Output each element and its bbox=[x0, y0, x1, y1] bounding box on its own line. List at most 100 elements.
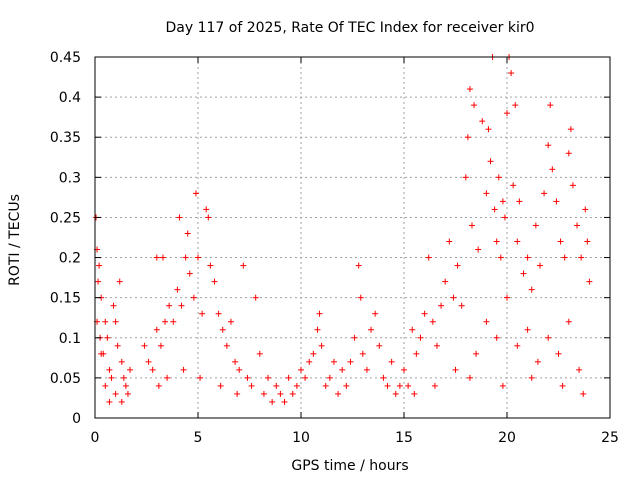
data-point bbox=[429, 318, 436, 325]
data-point bbox=[178, 302, 185, 309]
data-point bbox=[157, 342, 164, 349]
data-point bbox=[501, 214, 508, 221]
data-point bbox=[565, 150, 572, 157]
data-point bbox=[524, 326, 531, 333]
data-point bbox=[534, 358, 541, 365]
data-point bbox=[102, 382, 109, 389]
data-point bbox=[170, 318, 177, 325]
data-point bbox=[174, 286, 181, 293]
data-point bbox=[98, 350, 105, 357]
data-point bbox=[112, 390, 119, 397]
data-point bbox=[473, 350, 480, 357]
y-tick-label: 0.4 bbox=[59, 90, 81, 106]
data-point bbox=[380, 374, 387, 381]
data-point bbox=[112, 318, 119, 325]
data-point bbox=[405, 382, 412, 389]
data-point bbox=[487, 158, 494, 165]
data-point bbox=[316, 310, 323, 317]
data-point bbox=[491, 206, 498, 213]
data-point bbox=[298, 366, 304, 373]
data-point bbox=[586, 278, 593, 285]
data-point bbox=[438, 302, 445, 309]
grid-layer bbox=[95, 57, 610, 418]
data-point bbox=[411, 390, 418, 397]
data-point bbox=[106, 366, 113, 373]
data-point bbox=[483, 318, 490, 325]
data-point bbox=[504, 294, 510, 301]
data-point bbox=[450, 294, 457, 301]
data-point bbox=[376, 342, 383, 349]
data-point bbox=[306, 358, 313, 365]
data-point bbox=[211, 278, 218, 285]
data-point bbox=[104, 334, 111, 341]
data-point bbox=[468, 222, 475, 229]
data-point bbox=[232, 358, 239, 365]
data-point bbox=[95, 278, 102, 285]
data-point bbox=[118, 358, 125, 365]
data-point bbox=[504, 110, 510, 117]
data-point bbox=[497, 254, 504, 261]
data-point bbox=[553, 198, 560, 205]
data-point bbox=[182, 254, 189, 261]
plot-frame bbox=[94, 56, 611, 419]
data-point bbox=[584, 238, 591, 245]
data-point bbox=[184, 230, 191, 237]
data-point bbox=[265, 374, 272, 381]
data-point bbox=[493, 238, 500, 245]
y-tick-label: 0.45 bbox=[50, 50, 81, 66]
data-point bbox=[549, 166, 556, 173]
data-point bbox=[330, 358, 337, 365]
ticks-layer: 0 5 10 15 20 25 0 0.05 0.1 0.15 0.2 0.25 0.3 0.35 0.4 0… bbox=[50, 50, 619, 446]
data-point bbox=[545, 142, 552, 149]
y-tick-label: 0.2 bbox=[59, 251, 81, 267]
data-point bbox=[532, 222, 539, 229]
data-point bbox=[260, 390, 267, 397]
data-point bbox=[318, 342, 325, 349]
data-point bbox=[96, 262, 103, 269]
data-point bbox=[159, 254, 166, 261]
data-point bbox=[180, 366, 187, 373]
data-point bbox=[442, 278, 449, 285]
data-point bbox=[108, 374, 115, 381]
data-point bbox=[514, 238, 521, 245]
data-point bbox=[431, 382, 438, 389]
data-point bbox=[413, 350, 420, 357]
data-point bbox=[471, 102, 478, 109]
x-tick-label: 5 bbox=[194, 430, 203, 446]
data-point bbox=[322, 382, 329, 389]
data-point bbox=[186, 270, 193, 277]
data-point bbox=[493, 334, 500, 341]
data-point bbox=[110, 302, 117, 309]
data-point bbox=[464, 134, 471, 141]
data-point bbox=[106, 398, 113, 405]
data-point bbox=[190, 294, 197, 301]
data-point bbox=[357, 294, 364, 301]
data-point bbox=[289, 390, 296, 397]
data-point bbox=[536, 262, 543, 269]
data-point bbox=[452, 366, 459, 373]
data-point bbox=[541, 190, 548, 197]
data-point bbox=[396, 382, 403, 389]
x-tick-label: 20 bbox=[498, 430, 516, 446]
data-point bbox=[195, 254, 201, 261]
data-point bbox=[244, 374, 251, 381]
x-tick-label: 25 bbox=[601, 430, 619, 446]
y-tick-label: 0.1 bbox=[59, 331, 81, 347]
data-point bbox=[277, 390, 284, 397]
data-point bbox=[421, 310, 428, 317]
x-tick-label: 10 bbox=[292, 430, 310, 446]
data-point bbox=[388, 358, 395, 365]
data-point bbox=[164, 374, 171, 381]
data-point bbox=[479, 118, 486, 125]
data-point bbox=[118, 398, 125, 405]
data-point bbox=[281, 398, 288, 405]
data-point bbox=[145, 358, 152, 365]
data-point bbox=[153, 254, 160, 261]
y-tick-label: 0.25 bbox=[50, 210, 81, 226]
data-point bbox=[219, 326, 226, 333]
data-point bbox=[580, 390, 587, 397]
data-point bbox=[372, 310, 379, 317]
data-point bbox=[576, 366, 583, 373]
data-point bbox=[326, 374, 333, 381]
data-point bbox=[499, 198, 506, 205]
